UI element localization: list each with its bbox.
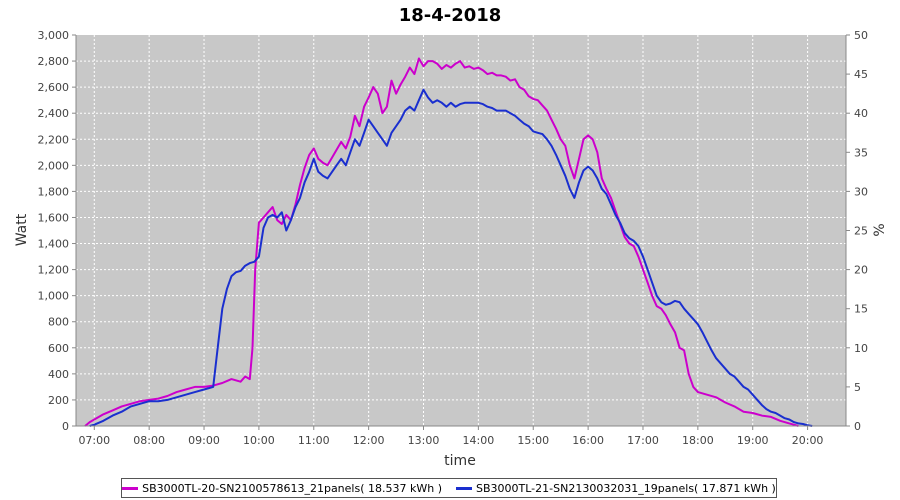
y2-tick-label: 0 xyxy=(854,420,861,433)
x-tick-label: 20:00 xyxy=(792,434,824,447)
y-tick-label: 2,000 xyxy=(38,159,70,172)
x-tick-label: 15:00 xyxy=(517,434,549,447)
y-tick-label: 1,200 xyxy=(38,264,70,277)
x-tick-label: 12:00 xyxy=(353,434,385,447)
y2-tick-label: 50 xyxy=(854,29,868,42)
axes: 02004006008001,0001,2001,4001,6001,8002,… xyxy=(38,29,869,447)
y-tick-label: 1,800 xyxy=(38,185,70,198)
x-tick-label: 07:00 xyxy=(78,434,110,447)
y-tick-label: 600 xyxy=(48,342,69,355)
y2-tick-label: 40 xyxy=(854,107,868,120)
legend-item: SB3000TL-21-SN2130032031_19panels( 17.87… xyxy=(456,482,776,495)
y-tick-label: 1,000 xyxy=(38,290,70,303)
y-tick-label: 3,000 xyxy=(38,29,70,42)
x-tick-label: 17:00 xyxy=(627,434,659,447)
y-tick-label: 800 xyxy=(48,316,69,329)
x-tick-label: 19:00 xyxy=(737,434,769,447)
x-tick-label: 09:00 xyxy=(188,434,220,447)
legend-label: SB3000TL-21-SN2130032031_19panels( 17.87… xyxy=(476,481,776,495)
x-tick-label: 13:00 xyxy=(408,434,440,447)
x-tick-label: 16:00 xyxy=(572,434,604,447)
y-tick-label: 1,400 xyxy=(38,238,70,251)
x-tick-label: 10:00 xyxy=(243,434,275,447)
y-tick-label: 400 xyxy=(48,368,69,381)
y2-tick-label: 10 xyxy=(854,342,868,355)
series-line-1 xyxy=(84,57,799,427)
y2-tick-label: 15 xyxy=(854,303,868,316)
legend-label: SB3000TL-20-SN2100578613_21panels( 18.53… xyxy=(142,481,442,495)
chart-title: 18-4-2018 xyxy=(399,5,502,26)
y-axis-label: Watt xyxy=(14,213,30,246)
y2-tick-label: 45 xyxy=(854,68,868,81)
x-tick-label: 11:00 xyxy=(298,434,330,447)
series-line-2 xyxy=(89,88,813,427)
legend: SB3000TL-20-SN2100578613_21panels( 18.53… xyxy=(121,478,777,498)
y2-tick-label: 35 xyxy=(854,146,868,159)
y-tick-label: 1,600 xyxy=(38,211,70,224)
series-layer xyxy=(84,57,813,427)
y-tick-label: 200 xyxy=(48,394,69,407)
y2-tick-label: 25 xyxy=(854,225,868,238)
y-tick-label: 2,800 xyxy=(38,55,70,68)
x-tick-label: 14:00 xyxy=(463,434,495,447)
plot-area xyxy=(76,35,846,426)
legend-swatch xyxy=(122,486,139,490)
x-tick-label: 08:00 xyxy=(133,434,165,447)
y-tick-label: 2,200 xyxy=(38,133,70,146)
y2-tick-label: 20 xyxy=(854,264,868,277)
x-axis-label: time xyxy=(444,453,476,469)
y2-tick-label: 5 xyxy=(854,381,861,394)
legend-item: SB3000TL-20-SN2100578613_21panels( 18.53… xyxy=(122,482,442,495)
x-tick-label: 18:00 xyxy=(682,434,714,447)
legend-swatch xyxy=(456,486,472,490)
y-tick-label: 2,600 xyxy=(38,81,70,94)
y-tick-label: 2,400 xyxy=(38,107,70,120)
y-tick-label: 0 xyxy=(62,420,69,433)
y2-tick-label: 30 xyxy=(854,185,868,198)
y2-axis-label: % xyxy=(872,223,888,236)
